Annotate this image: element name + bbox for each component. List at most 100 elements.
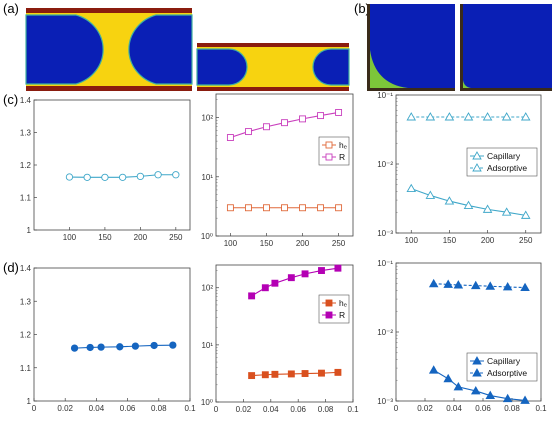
y-tick-label: 10⁰ bbox=[201, 398, 213, 407]
y-tick-label: 1.4 bbox=[20, 96, 32, 105]
data-point bbox=[97, 343, 105, 351]
vapor-bubble-right bbox=[312, 48, 350, 86]
data-point bbox=[131, 342, 140, 350]
legend-swatch-marker bbox=[472, 151, 482, 160]
data-point bbox=[443, 279, 453, 288]
chart-c-density-vs-H: 100 150 200 250 1 1.1 1.2 1.3 1.4 bbox=[20, 96, 191, 242]
data-point bbox=[318, 369, 325, 377]
x-tick-label: 0.08 bbox=[504, 404, 520, 413]
data-point bbox=[470, 386, 481, 395]
data-point bbox=[65, 173, 74, 181]
x-tick-label: 250 bbox=[519, 236, 533, 245]
y-tick-label: 10¹ bbox=[201, 341, 213, 350]
x-tick-label: 0.1 bbox=[535, 404, 547, 413]
data-point bbox=[502, 393, 513, 403]
data-point bbox=[136, 172, 145, 181]
y-tick-label: 1.2 bbox=[20, 161, 32, 170]
wall-bottom bbox=[367, 88, 455, 91]
x-tick-label: 0 bbox=[394, 404, 399, 413]
data-point bbox=[428, 278, 439, 288]
data-point bbox=[271, 370, 279, 378]
x-tick-label: 0.04 bbox=[446, 404, 462, 413]
data-point bbox=[428, 365, 439, 374]
legend-box bbox=[318, 294, 350, 324]
data-point bbox=[482, 204, 493, 213]
data-point bbox=[154, 171, 162, 179]
data-point bbox=[116, 343, 124, 351]
wall-left bbox=[460, 4, 463, 91]
chart-d-psi-vs-sw: 0 0.02 0.04 0.06 0.08 0.1 10⁻³ 10⁻² 10⁻¹ Capillar… bbox=[377, 259, 547, 413]
y-tick-label: 1.1 bbox=[20, 364, 32, 373]
plot-frame bbox=[33, 267, 191, 402]
data-point bbox=[335, 109, 343, 116]
legend-label: R bbox=[339, 152, 345, 162]
x-tick-label: 0.02 bbox=[417, 404, 433, 413]
x-tick-label: 100 bbox=[224, 239, 238, 248]
data-point bbox=[335, 204, 343, 212]
y-tick-label: 1.1 bbox=[20, 194, 32, 203]
chart-c-he-R-vs-H: 100 150 200 250 10⁰ 10¹ 10² hₑ R bbox=[201, 93, 354, 248]
data-point bbox=[263, 123, 270, 131]
data-point bbox=[226, 204, 234, 212]
data-point bbox=[334, 264, 342, 272]
legend-swatch-marker bbox=[472, 163, 482, 172]
y-tick-label: 1.3 bbox=[20, 297, 32, 306]
chart-d-he-R-vs-sw: 0 0.02 0.04 0.06 0.08 0.1 10⁰ 10¹ 10² hₑ R bbox=[201, 264, 359, 414]
wall-bottom bbox=[460, 88, 552, 91]
y-tick-label: 10² bbox=[201, 114, 213, 123]
series-h_e bbox=[226, 204, 343, 212]
chart-c-psi-vs-H: 100 150 200 250 10⁻³ 10⁻² 10⁻¹ Capillary Adsorpt… bbox=[377, 91, 542, 245]
legend-swatch-marker bbox=[325, 141, 333, 149]
y-tick-label: 10⁻¹ bbox=[377, 259, 393, 268]
vapor-bubble-right bbox=[128, 14, 193, 85]
plot-frame bbox=[33, 99, 191, 231]
panel-label-c: (c) bbox=[3, 92, 18, 107]
data-point bbox=[443, 373, 453, 383]
x-tick-label: 0.08 bbox=[318, 405, 334, 414]
data-point bbox=[261, 371, 269, 379]
x-tick-label: 0.1 bbox=[184, 404, 196, 413]
data-point bbox=[287, 370, 295, 378]
data-point bbox=[463, 112, 474, 121]
legend-swatch-marker bbox=[325, 299, 333, 307]
panel-label-d: (d) bbox=[3, 260, 19, 275]
x-tick-label: 0.06 bbox=[120, 404, 136, 413]
data-point bbox=[425, 112, 436, 121]
data-point bbox=[444, 112, 455, 121]
legend: hₑ R bbox=[318, 294, 350, 324]
wall-bottom bbox=[26, 86, 192, 91]
data-point bbox=[482, 112, 493, 121]
x-tick-label: 0.04 bbox=[263, 405, 279, 414]
legend: hₑ R bbox=[318, 136, 350, 166]
data-point bbox=[444, 196, 455, 205]
series-R bbox=[226, 109, 343, 141]
y-tick-label: 10² bbox=[201, 284, 213, 293]
legend-label: Capillary bbox=[487, 356, 521, 366]
data-point bbox=[334, 368, 342, 376]
series-Capillary bbox=[428, 365, 530, 404]
x-tick-label: 250 bbox=[332, 239, 346, 248]
x-tick-label: 250 bbox=[169, 233, 183, 242]
legend-swatch-marker bbox=[325, 153, 333, 161]
data-point bbox=[226, 134, 234, 141]
x-tick-label: 0 bbox=[32, 404, 37, 413]
y-tick-label: 10⁻² bbox=[377, 328, 393, 337]
legend-swatch-marker bbox=[472, 368, 482, 377]
wall-top bbox=[26, 8, 192, 13]
wall-top bbox=[197, 43, 349, 47]
data-point bbox=[263, 204, 270, 212]
x-tick-label: 200 bbox=[296, 239, 310, 248]
data-point bbox=[520, 112, 531, 121]
data-point bbox=[520, 395, 530, 404]
data-point bbox=[301, 270, 309, 278]
y-tick-label: 1.3 bbox=[20, 129, 32, 138]
data-point bbox=[520, 210, 531, 219]
panel-label-b: (b) bbox=[354, 1, 370, 16]
legend-swatch-marker bbox=[325, 311, 333, 319]
data-point bbox=[281, 119, 288, 127]
data-point bbox=[470, 280, 481, 290]
wall-left bbox=[367, 4, 370, 91]
data-point bbox=[317, 204, 325, 212]
corner-liquid bbox=[370, 50, 408, 88]
y-tick-label: 1.4 bbox=[20, 264, 32, 273]
